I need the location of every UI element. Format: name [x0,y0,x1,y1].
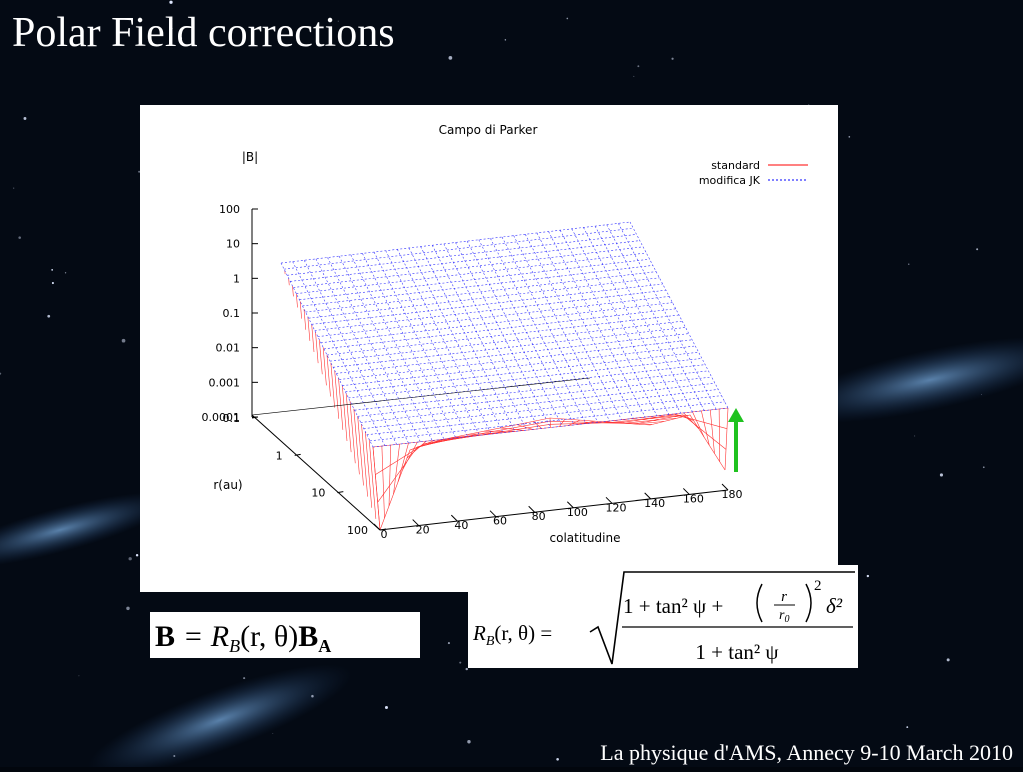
star [24,117,27,120]
r-label: r(au) [213,478,242,492]
x-tick-label: 180 [722,488,743,501]
x-tick-label: 120 [606,501,627,514]
formula-part: 0 [784,614,789,625]
star [566,18,568,20]
z-tick-label: 0.001 [209,376,241,389]
star [867,575,869,577]
x-tick-label: 40 [454,519,468,532]
legend-entry: modifica JK [699,174,761,187]
formula-part: B [229,636,240,656]
star [136,554,138,556]
star [947,658,950,661]
star [633,76,634,77]
r-tick-label: 10 [311,487,325,500]
x-tick-label: 140 [644,497,665,510]
star [906,726,908,728]
star [671,58,673,60]
star [13,188,14,189]
star [311,695,314,698]
star [976,248,978,250]
star [47,315,50,318]
x-tick-label: 20 [416,524,430,537]
star [848,136,850,138]
z-tick-label: 100 [219,203,240,216]
formula-part: (r, θ) = [494,621,552,645]
star [940,473,943,476]
z-label: |B| [242,150,258,164]
plot-title: Campo di Parker [439,123,538,137]
formula-part: R [472,621,486,645]
formula-part: A [318,636,331,656]
formula-part: δ² [826,594,843,618]
x-tick-label: 60 [493,515,507,528]
x-tick-label: 100 [567,506,588,519]
star [637,65,639,67]
slide-title: Polar Field corrections [12,10,395,56]
formula-part: r [781,589,787,605]
star [79,675,80,676]
star [52,282,54,284]
z-tick-label: 0.1 [223,307,241,320]
star [983,466,985,468]
x-tick-label: 160 [683,492,704,505]
star [51,269,53,271]
formula-part: 1 + tan² ψ [695,640,778,664]
star [173,755,175,757]
x-label: colatitudine [550,531,621,545]
star [138,171,140,173]
star [466,668,468,670]
star [981,394,982,395]
r-tick-label: 0.1 [223,412,241,425]
star [914,436,915,437]
star [169,1,172,4]
star [385,706,388,709]
star [556,758,559,761]
footer: La physique d'AMS, Annecy 9-10 March 201… [600,740,1013,765]
star [449,56,453,60]
star [126,607,129,610]
formula-part: = R [183,620,229,653]
z-tick-label: 1 [233,272,240,285]
formula-part: B [155,620,175,653]
formula: RB(r, θ) = [472,621,552,649]
star [243,677,245,679]
z-tick-label: 10 [226,238,240,251]
z-tick-label: 0.01 [216,342,241,355]
x-tick-label: 0 [381,528,388,541]
star [129,557,132,560]
star [18,236,21,239]
star [505,39,506,40]
legend-entry: standard [711,159,760,172]
star [467,740,470,743]
star [273,733,274,734]
formula-part: (r, θ) [240,620,298,653]
r-tick-label: 1 [276,449,283,462]
star [908,264,909,265]
star [448,642,450,644]
formula-part: 1 + tan² ψ + [623,594,723,618]
star [459,662,461,664]
formula-part: B [298,620,318,653]
star [65,272,66,273]
r-tick-label: 100 [347,524,368,537]
star [122,339,126,343]
formula-part: 2 [814,578,822,594]
x-tick-label: 80 [532,510,546,523]
